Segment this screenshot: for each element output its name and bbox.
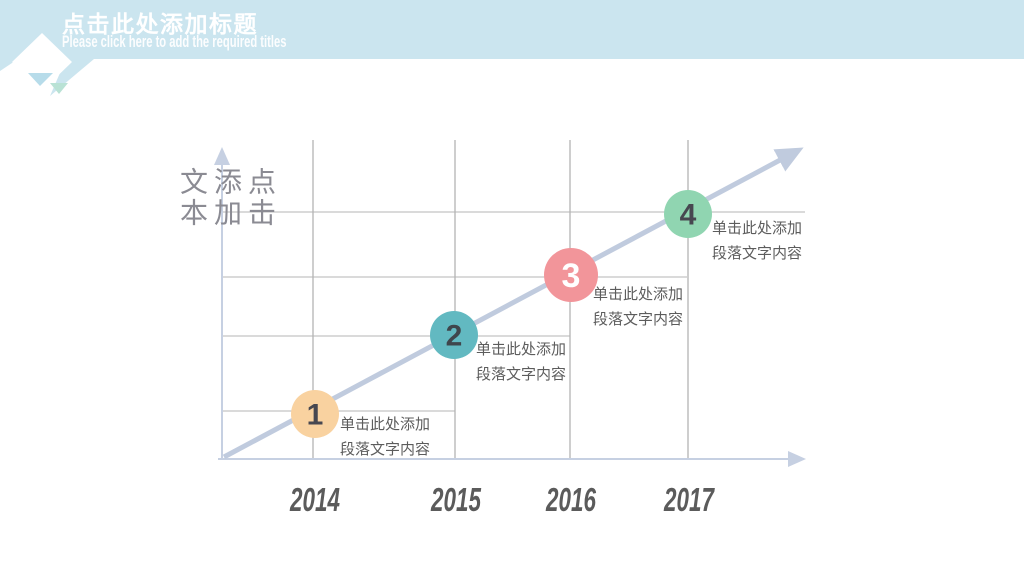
diamond-icon xyxy=(12,33,72,91)
milestone-circle-4 xyxy=(664,190,712,238)
milestone-circle-2 xyxy=(430,311,478,359)
small-mint-triangle-icon xyxy=(50,83,68,94)
decor-blue-sliver xyxy=(0,59,20,71)
caption-line: 单击此处添加 xyxy=(712,220,803,237)
slide-subtitle-placeholder[interactable]: Please click here to add the required ti… xyxy=(62,32,287,51)
milestone-number-2: 2 xyxy=(446,320,463,353)
caption-line: 单击此处添加 xyxy=(593,286,684,303)
year-label-2014: 2014 xyxy=(290,481,340,518)
slide-title-placeholder[interactable]: 点击此处添加标题 xyxy=(62,11,258,37)
caption-line: 段落文字内容 xyxy=(712,245,803,262)
header-bar xyxy=(0,0,1024,59)
milestone-number-4: 4 xyxy=(680,199,697,232)
side-text-column-3: 点击 xyxy=(245,167,276,229)
corner-diamond-decoration xyxy=(0,33,94,96)
milestone-caption-3[interactable]: 单击此处添加 段落文字内容 xyxy=(593,282,723,332)
side-text-column-2: 添加 xyxy=(211,167,242,229)
year-label-2017: 2017 xyxy=(664,481,714,518)
caption-line: 段落文字内容 xyxy=(476,366,567,383)
milestone-caption-4[interactable]: 单击此处添加 段落文字内容 xyxy=(712,216,842,266)
caption-line: 段落文字内容 xyxy=(593,311,684,328)
milestone-number-3: 3 xyxy=(562,257,581,295)
small-blue-triangle-icon xyxy=(28,73,53,86)
caption-line: 单击此处添加 xyxy=(340,416,431,433)
milestone-circle-3 xyxy=(544,248,598,302)
year-label-2015: 2015 xyxy=(431,481,481,518)
caption-line: 段落文字内容 xyxy=(340,441,431,458)
milestone-caption-1[interactable]: 单击此处添加 段落文字内容 xyxy=(340,412,470,462)
year-label-2016: 2016 xyxy=(546,481,596,518)
side-text-placeholder[interactable]: 文本 添加 点击 xyxy=(177,167,276,229)
milestone-circle-1 xyxy=(291,390,339,438)
milestone-caption-2[interactable]: 单击此处添加 段落文字内容 xyxy=(476,337,606,387)
caption-line: 单击此处添加 xyxy=(476,341,567,358)
side-text-column-1: 文本 xyxy=(177,167,208,229)
milestone-number-1: 1 xyxy=(307,399,324,432)
